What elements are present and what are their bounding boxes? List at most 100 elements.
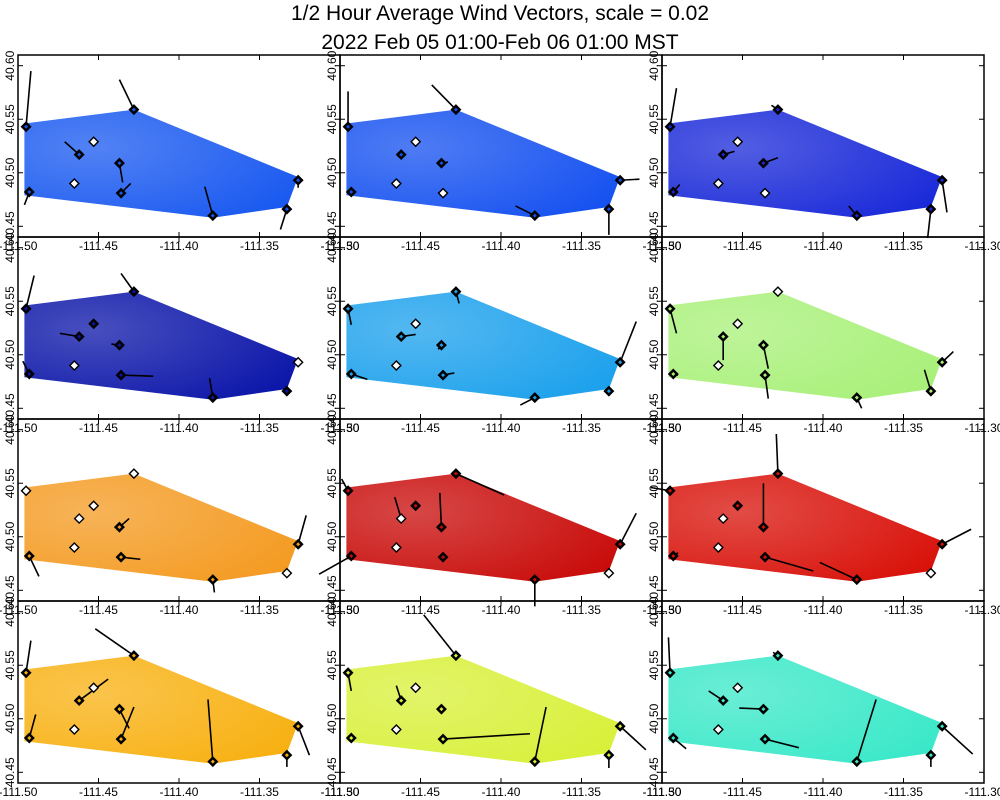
x-tick-label: -111.45 xyxy=(79,603,118,617)
x-tick-label: -111.45 xyxy=(79,421,118,435)
station-marker-empty xyxy=(390,177,402,189)
y-tick-label: 40.50 xyxy=(325,703,339,733)
wind-vector xyxy=(775,433,779,474)
x-tick-label: -111.30 xyxy=(965,603,1000,617)
wind-vector xyxy=(25,70,32,127)
x-tick-label: -111.45 xyxy=(723,785,762,799)
y-tick-label: 40.60 xyxy=(3,50,17,80)
station-marker-center xyxy=(296,724,301,729)
station-marker-center xyxy=(77,152,82,157)
station-marker-center xyxy=(413,503,418,508)
station-marker-center xyxy=(399,152,404,157)
station-marker-center xyxy=(24,124,29,129)
y-tick-label: 40.45 xyxy=(647,211,661,241)
station-marker-center xyxy=(441,737,446,742)
station-marker-empty xyxy=(88,500,100,512)
station-marker-center xyxy=(346,124,351,129)
wind-vector xyxy=(764,738,800,749)
wind-vector xyxy=(941,180,948,213)
station-marker-center xyxy=(77,698,82,703)
y-tick-label: 40.45 xyxy=(325,575,339,605)
interpolated-field xyxy=(24,109,299,218)
x-tick-label: -111.35 xyxy=(884,603,923,617)
y-tick-label: 40.60 xyxy=(647,414,661,444)
station-marker-empty xyxy=(395,513,407,525)
x-tick-label: -111.40 xyxy=(160,603,199,617)
station-marker-empty xyxy=(732,318,744,330)
x-tick-label: -111.50 xyxy=(0,785,38,799)
x-tick-label: -111.35 xyxy=(884,239,923,253)
station-marker-center xyxy=(453,107,458,112)
station-marker-center xyxy=(721,334,726,339)
station-marker-empty xyxy=(712,177,724,189)
y-tick-label: 40.50 xyxy=(325,521,339,551)
y-tick-label: 40.60 xyxy=(325,414,339,444)
y-tick-label: 40.45 xyxy=(325,757,339,787)
x-tick-label: -111.40 xyxy=(804,603,843,617)
station-marker-empty xyxy=(410,682,422,694)
x-tick-label: -111.45 xyxy=(79,239,118,253)
station-marker-center xyxy=(940,178,945,183)
station-marker-center xyxy=(532,759,537,764)
map-panel: -111.50 -111.45 -111.40 -111.35 -111.3040.45… xyxy=(0,50,360,253)
station-marker-center xyxy=(854,213,859,218)
station-marker-empty xyxy=(68,359,80,371)
station-marker-center xyxy=(761,707,766,712)
station-marker-center xyxy=(349,190,354,195)
y-tick-label: 40.50 xyxy=(647,703,661,733)
station-marker-center xyxy=(721,152,726,157)
station-marker-center xyxy=(940,542,945,547)
wind-vector xyxy=(118,79,135,110)
station-marker-center xyxy=(606,753,611,758)
station-marker-center xyxy=(346,670,351,675)
map-panel: -111.50 -111.45 -111.40 -111.35 -111.3040.45… xyxy=(643,414,1000,617)
station-marker-center xyxy=(928,207,933,212)
station-marker-center xyxy=(854,759,859,764)
station-marker-empty xyxy=(128,468,140,480)
wind-vector xyxy=(25,640,32,673)
station-marker-center xyxy=(761,525,766,530)
y-tick-label: 40.50 xyxy=(647,339,661,369)
station-marker-center xyxy=(439,343,444,348)
map-panel: -111.50 -111.45 -111.40 -111.35 -111.3040.45… xyxy=(643,232,1000,435)
y-tick-label: 40.55 xyxy=(325,650,339,680)
station-marker-center xyxy=(606,389,611,394)
y-tick-label: 40.45 xyxy=(647,757,661,787)
interpolated-field xyxy=(24,291,299,400)
y-tick-label: 40.60 xyxy=(3,414,17,444)
station-marker-empty xyxy=(732,682,744,694)
y-tick-label: 40.50 xyxy=(3,339,17,369)
station-marker-center xyxy=(441,373,446,378)
station-marker-center xyxy=(210,759,215,764)
wind-vector xyxy=(941,528,972,545)
station-marker-center xyxy=(117,161,122,166)
station-marker-center xyxy=(775,107,780,112)
station-marker-empty xyxy=(603,567,615,579)
x-tick-label: -111.40 xyxy=(482,239,521,253)
y-tick-label: 40.60 xyxy=(3,232,17,262)
x-tick-label: -111.45 xyxy=(723,239,762,253)
y-tick-label: 40.60 xyxy=(647,232,661,262)
x-tick-label: -111.40 xyxy=(160,785,199,799)
station-marker-center xyxy=(27,736,32,741)
station-marker-empty xyxy=(772,286,784,298)
station-marker-center xyxy=(761,343,766,348)
y-tick-label: 40.55 xyxy=(647,104,661,134)
y-tick-label: 40.45 xyxy=(325,393,339,423)
station-marker-center xyxy=(117,525,122,530)
station-marker-center xyxy=(532,395,537,400)
map-panel: -111.50 -111.45 -111.40 -111.35 -111.3040.45… xyxy=(643,50,1000,253)
x-tick-label: -111.45 xyxy=(723,421,762,435)
y-tick-label: 40.45 xyxy=(647,575,661,605)
station-marker-center xyxy=(131,107,136,112)
station-marker-center xyxy=(854,395,859,400)
map-panel: -111.50 -111.45 -111.40 -111.35 -111.3040.45… xyxy=(321,50,682,253)
y-tick-label: 40.45 xyxy=(3,575,17,605)
wind-vector xyxy=(207,699,214,762)
y-tick-label: 40.55 xyxy=(647,650,661,680)
station-marker-center xyxy=(77,334,82,339)
x-tick-label: -111.30 xyxy=(965,239,1000,253)
station-marker-center xyxy=(439,707,444,712)
y-tick-label: 40.50 xyxy=(325,157,339,187)
station-marker-empty xyxy=(390,359,402,371)
